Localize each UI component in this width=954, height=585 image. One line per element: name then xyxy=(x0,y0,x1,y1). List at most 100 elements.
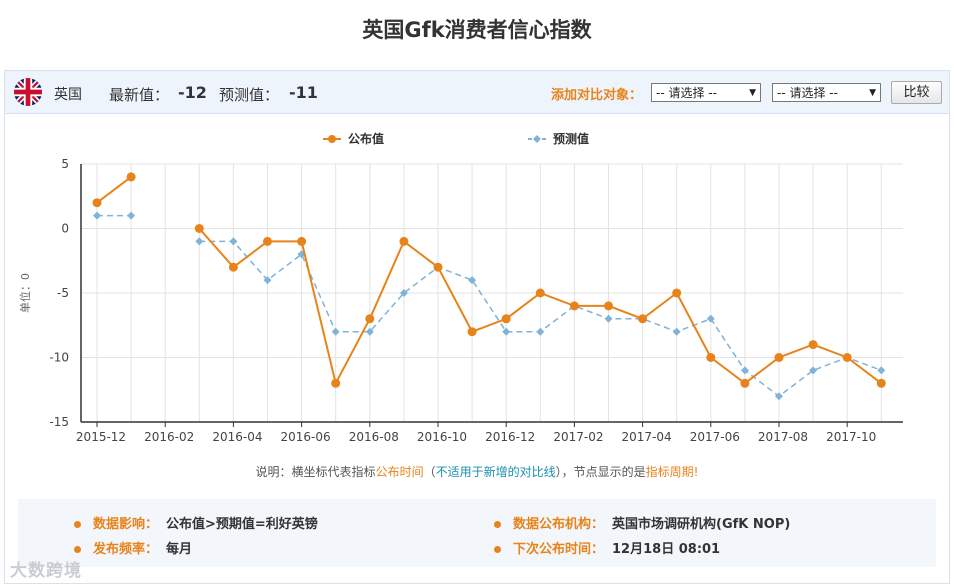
compare-button[interactable]: 比较 xyxy=(891,81,942,104)
chart-legend: 公布值 预测值 xyxy=(323,131,589,146)
actual-point xyxy=(638,314,648,324)
note-paren-close: ），节点显示的是 xyxy=(555,465,646,479)
actual-point xyxy=(842,353,852,362)
uk-flag-icon xyxy=(14,78,42,106)
forecast-point xyxy=(672,327,681,336)
actual-point xyxy=(808,340,818,350)
actual-point xyxy=(774,353,784,362)
note-not-applicable: 不适用于新增的对比线 xyxy=(435,465,556,479)
compare-select-2-value: -- 请选择 -- xyxy=(777,86,838,100)
note-pub-time: 公布时间 xyxy=(375,465,424,479)
actual-point xyxy=(467,327,477,337)
page-title: 英国Gfk消费者信心指数 xyxy=(362,18,592,42)
actual-point xyxy=(92,198,102,208)
bullet-icon xyxy=(74,546,81,553)
freq-value: 每月 xyxy=(166,542,193,557)
impact-label: 数据影响： xyxy=(93,517,159,532)
y-tick-label: -10 xyxy=(49,351,69,365)
actual-line xyxy=(96,176,132,204)
chart-panel: 英国 最新值： -12 预测值： -11 添加对比对象： -- 请选择 -- ▼… xyxy=(4,70,950,584)
chart-note: 说明：横坐标代表指标公布时间（不适用于新增的对比线），节点显示的是指标周期! xyxy=(5,463,949,480)
forecast-point xyxy=(809,366,818,375)
legend-marker xyxy=(533,135,541,143)
forecast-point xyxy=(229,237,238,246)
forecast-point xyxy=(399,289,408,297)
y-tick-label: -15 xyxy=(49,415,69,429)
actual-point xyxy=(740,378,750,388)
forecast-label: 预测值： xyxy=(219,86,280,104)
next-label: 下次公布时间： xyxy=(513,542,605,557)
forecast-point xyxy=(604,314,613,323)
forecast-point xyxy=(468,276,477,285)
toolbar: 英国 最新值： -12 预测值： -11 添加对比对象： -- 请选择 -- ▼… xyxy=(5,71,949,114)
compare-label: 添加对比对象： xyxy=(551,88,643,103)
latest-label: 最新值： xyxy=(109,86,170,104)
forecast-point xyxy=(502,327,511,336)
x-tick-label: 2017-02 xyxy=(553,430,603,444)
y-tick-label: -5 xyxy=(57,286,69,300)
actual-point xyxy=(331,378,341,388)
actual-point xyxy=(399,236,409,246)
x-tick-label: 2017-04 xyxy=(622,430,672,444)
x-tick-label: 2016-06 xyxy=(281,430,331,444)
note-paren-open: （ xyxy=(423,465,436,479)
note-end: ! xyxy=(693,465,699,479)
x-tick-label: 2016-12 xyxy=(485,430,535,444)
bullet-icon xyxy=(494,546,501,553)
forecast-point xyxy=(706,314,715,323)
compare-select-1-value: -- 请选择 -- xyxy=(656,86,717,100)
series-actual xyxy=(92,172,886,388)
actual-point xyxy=(228,262,238,272)
compare-select-2[interactable]: -- 请选择 -- ▼ xyxy=(772,83,881,102)
watermark: 大数跨境 xyxy=(10,561,82,581)
chart-grid xyxy=(81,163,903,423)
actual-point xyxy=(365,314,375,324)
forecast-point xyxy=(331,327,340,336)
actual-point xyxy=(706,353,716,362)
compare-select-1[interactable]: -- 请选择 -- ▼ xyxy=(651,83,761,102)
latest-value: -12 xyxy=(178,83,207,102)
dropdown-arrow-icon: ▼ xyxy=(749,88,756,98)
info-frequency: 发布频率： 每月 xyxy=(74,538,192,557)
note-prefix: 说明：横坐标代表指标 xyxy=(255,465,376,479)
bullet-icon xyxy=(494,521,501,528)
forecast-point xyxy=(263,276,272,285)
forecast-point xyxy=(740,366,749,375)
actual-point xyxy=(569,301,579,311)
actual-point xyxy=(501,314,511,324)
forecast-point xyxy=(93,211,101,220)
actual-point xyxy=(297,236,307,246)
y-tick-label: 0 xyxy=(61,222,69,236)
dropdown-arrow-icon: ▼ xyxy=(869,88,876,98)
country-name: 英国 xyxy=(54,87,82,103)
forecast-point xyxy=(775,392,783,401)
legend-marker xyxy=(328,135,336,143)
info-impact: 数据影响： 公布值>预期值=利好英镑 xyxy=(74,513,318,532)
actual-point xyxy=(876,378,886,388)
info-agency: 数据公布机构： 英国市场调研机构(GfK NOP) xyxy=(494,513,790,532)
x-tick-label: 2017-10 xyxy=(826,430,876,444)
y-tick-label: 5 xyxy=(61,157,69,171)
forecast-point xyxy=(365,327,374,336)
actual-point xyxy=(263,236,272,246)
actual-point xyxy=(194,224,204,233)
series-forecast xyxy=(93,211,886,401)
actual-point xyxy=(672,288,682,298)
next-value: 12月18日 08:01 xyxy=(612,542,721,557)
note-period: 指标周期 xyxy=(645,465,694,479)
x-tick-label: 2016-04 xyxy=(212,430,262,444)
info-box: 数据影响： 公布值>预期值=利好英镑 数据公布机构： 英国市场调研机构(GfK NO… xyxy=(18,499,936,567)
bullet-icon xyxy=(74,521,81,528)
x-tick-label: 2016-02 xyxy=(144,430,194,444)
forecast-point xyxy=(536,327,545,336)
info-next-release: 下次公布时间： 12月18日 08:01 xyxy=(494,538,720,557)
line-chart: 5 0 -5 -10 -15 2015-12 2016-02 2016-04 2016-06 20… xyxy=(18,131,903,444)
forecast-point xyxy=(195,237,204,246)
actual-point xyxy=(126,172,136,182)
legend-label: 公布值 xyxy=(348,131,384,146)
x-tick-label: 2017-08 xyxy=(758,430,808,444)
actual-point xyxy=(535,288,545,298)
actual-point xyxy=(433,262,443,272)
agency-label: 数据公布机构： xyxy=(513,517,605,532)
actual-point xyxy=(604,301,613,311)
